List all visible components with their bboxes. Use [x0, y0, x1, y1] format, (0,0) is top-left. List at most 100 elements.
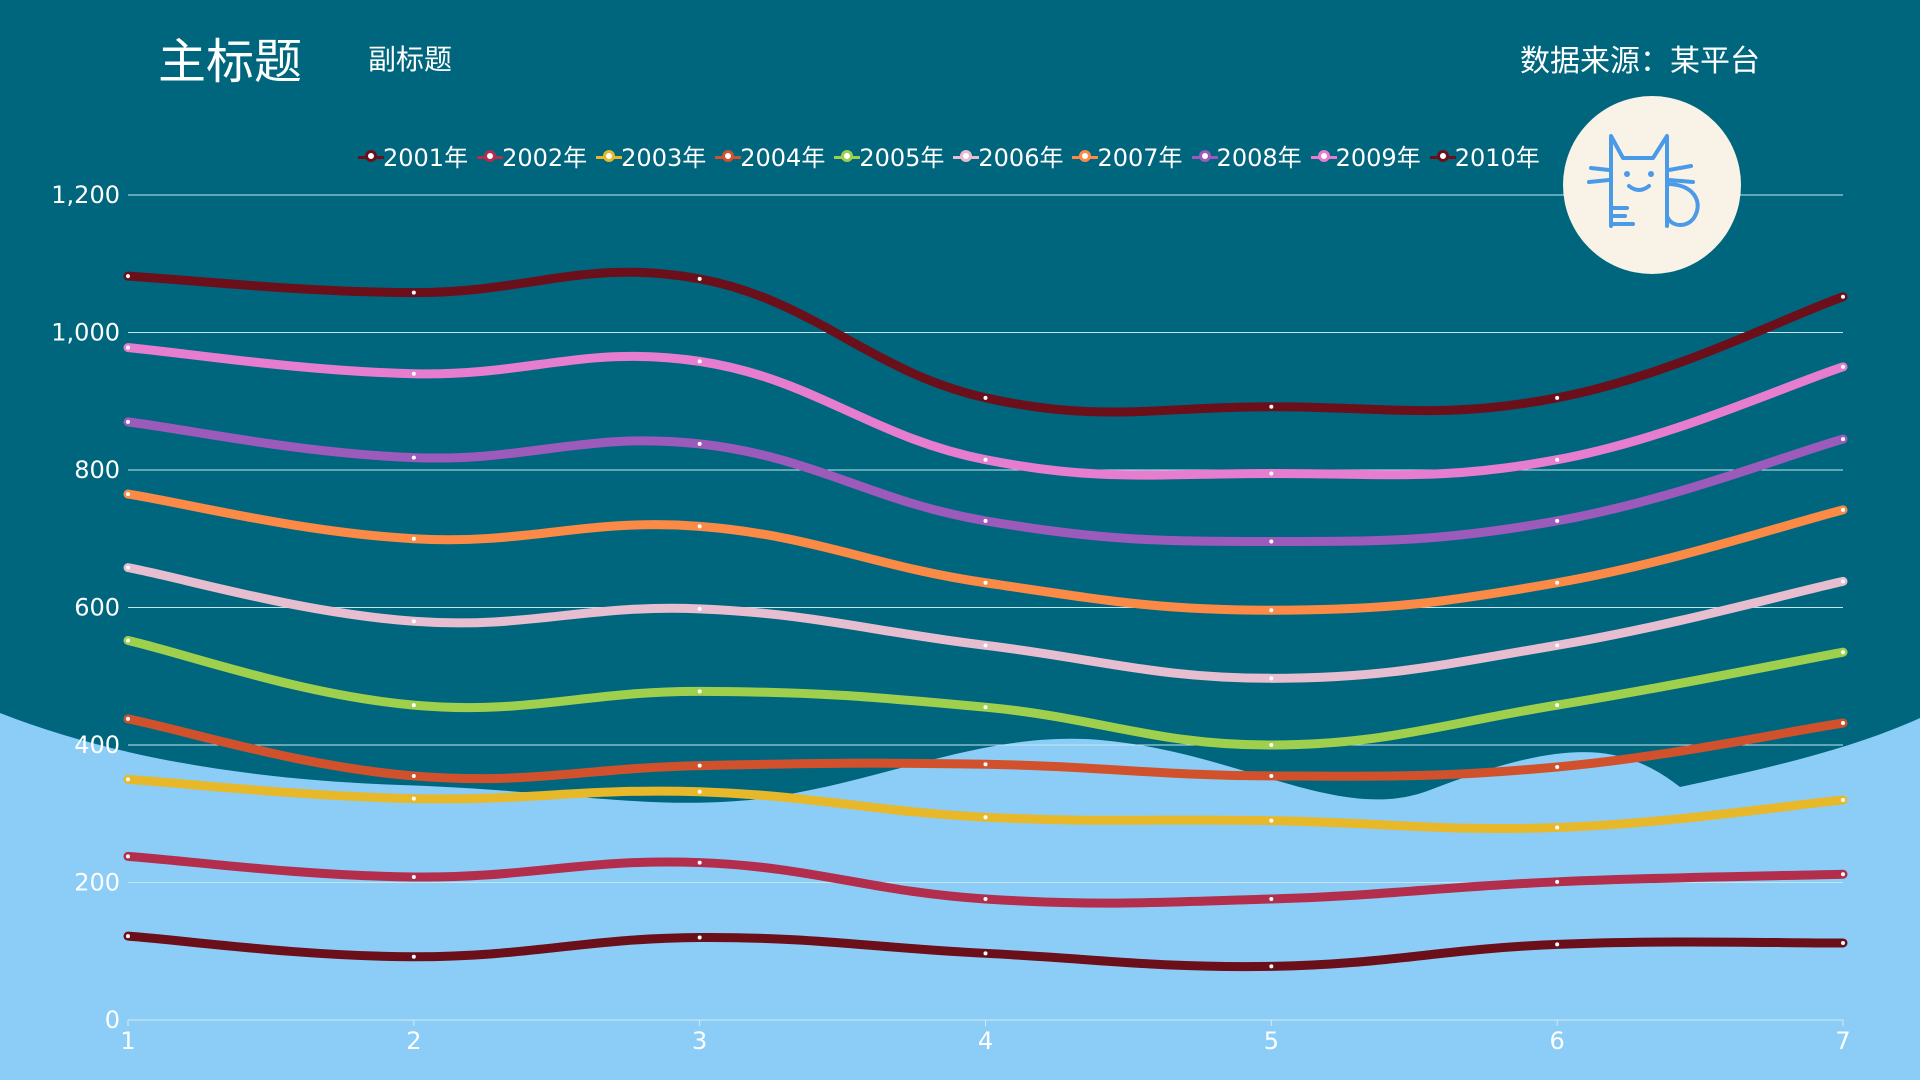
- data-point: [411, 703, 416, 708]
- series-line: [123, 267, 1848, 417]
- data-point: [1841, 507, 1845, 512]
- legend-marker-icon: [1072, 149, 1099, 162]
- x-tick-label: 3: [692, 1027, 707, 1055]
- y-tick-label: 400: [74, 731, 120, 759]
- data-point: [697, 441, 702, 446]
- data-point: [1555, 703, 1560, 708]
- x-axis: 1 2 3 4 5 6 7: [120, 1019, 1851, 1055]
- legend-marker-icon: [1191, 149, 1218, 162]
- series-line: [123, 636, 1848, 750]
- legend-item[interactable]: 2003年: [596, 138, 707, 173]
- legend-item[interactable]: 2010年: [1429, 138, 1540, 173]
- x-tick-label: 6: [1550, 1027, 1565, 1055]
- legend-marker-icon: [953, 149, 980, 162]
- legend-marker-icon: [1429, 149, 1456, 162]
- y-tick-label: 600: [74, 594, 120, 622]
- legend-marker-icon: [596, 149, 623, 162]
- legend-marker-icon: [358, 149, 384, 162]
- y-tick-label: 800: [74, 456, 120, 484]
- data-point: [1841, 364, 1845, 369]
- data-source-label: 数据来源：某平台: [1520, 44, 1760, 79]
- legend-label: 2001年: [383, 144, 469, 172]
- legend-item[interactable]: 2002年: [477, 138, 588, 173]
- data-point: [126, 854, 130, 859]
- data-point: [1269, 471, 1274, 476]
- data-point: [983, 518, 988, 523]
- data-point: [1555, 643, 1560, 648]
- legend-item[interactable]: 2004年: [715, 138, 826, 173]
- data-point: [126, 934, 130, 939]
- data-point: [411, 875, 416, 879]
- y-tick-label: 1,000: [51, 319, 120, 347]
- data-point: [697, 359, 702, 364]
- data-point: [1555, 580, 1560, 585]
- data-point: [411, 796, 416, 801]
- data-point: [1269, 676, 1274, 681]
- data-point: [126, 638, 130, 643]
- x-tick-label: 4: [978, 1027, 993, 1055]
- data-point: [1269, 404, 1274, 409]
- data-point: [126, 345, 130, 350]
- legend-item[interactable]: 2007年: [1072, 138, 1183, 173]
- legend-label: 2002年: [502, 144, 588, 172]
- data-point: [1555, 825, 1560, 830]
- data-point: [411, 954, 416, 959]
- data-point: [126, 492, 130, 497]
- data-point: [1841, 872, 1845, 877]
- data-point: [411, 371, 416, 376]
- legend-label: 2006年: [978, 144, 1064, 172]
- data-point: [697, 860, 702, 865]
- data-point: [1841, 437, 1845, 442]
- x-tick-label: 7: [1835, 1027, 1850, 1055]
- series-lines: [123, 267, 1848, 972]
- data-point: [1841, 294, 1845, 299]
- data-point: [1269, 818, 1274, 823]
- data-point: [1269, 773, 1274, 778]
- data-point: [1555, 518, 1560, 523]
- legend-label: 2003年: [621, 144, 707, 172]
- data-point: [1555, 942, 1560, 947]
- legend-item[interactable]: 2006年: [953, 138, 1064, 173]
- data-point: [1555, 395, 1560, 400]
- legend-label: 2004年: [740, 144, 826, 172]
- legend-marker-icon: [1310, 149, 1337, 162]
- data-point: [697, 935, 702, 940]
- data-point: [1841, 798, 1845, 802]
- data-point: [1269, 608, 1274, 613]
- data-point: [1841, 650, 1845, 655]
- chart-title: 主标题: [158, 34, 303, 90]
- y-tick-label: 1,200: [51, 181, 120, 209]
- data-point: [126, 777, 130, 782]
- x-tick-label: 2: [406, 1027, 421, 1055]
- data-point: [697, 606, 702, 611]
- legend-marker-icon: [715, 149, 742, 162]
- data-point: [983, 395, 988, 400]
- data-point: [126, 419, 130, 424]
- legend-item[interactable]: 2005年: [834, 138, 944, 173]
- legend-item[interactable]: 2008年: [1191, 138, 1302, 173]
- data-point: [126, 274, 130, 279]
- y-tick-label: 0: [105, 1006, 120, 1034]
- legend-item[interactable]: 2009年: [1310, 138, 1421, 173]
- legend-label: 2007年: [1097, 144, 1183, 172]
- legend-label: 2009年: [1335, 144, 1421, 172]
- y-axis: 0 200 400 600 800 1,000 1,200: [51, 181, 120, 1034]
- data-point: [697, 276, 702, 281]
- data-point: [983, 815, 988, 820]
- data-point: [411, 536, 416, 541]
- legend-item[interactable]: 2001年: [358, 138, 469, 173]
- legend-label: 2008年: [1216, 144, 1302, 172]
- data-point: [697, 763, 702, 768]
- cat-logo: [1563, 96, 1741, 274]
- legend-marker-icon: [477, 149, 504, 162]
- data-point: [1555, 457, 1560, 462]
- series-line: [123, 417, 1848, 547]
- legend-marker-icon: [834, 149, 861, 162]
- data-point: [697, 789, 702, 794]
- data-point: [1269, 897, 1274, 901]
- data-point: [983, 762, 988, 767]
- data-point: [983, 705, 988, 710]
- data-point: [1841, 721, 1845, 725]
- data-point: [1555, 765, 1560, 769]
